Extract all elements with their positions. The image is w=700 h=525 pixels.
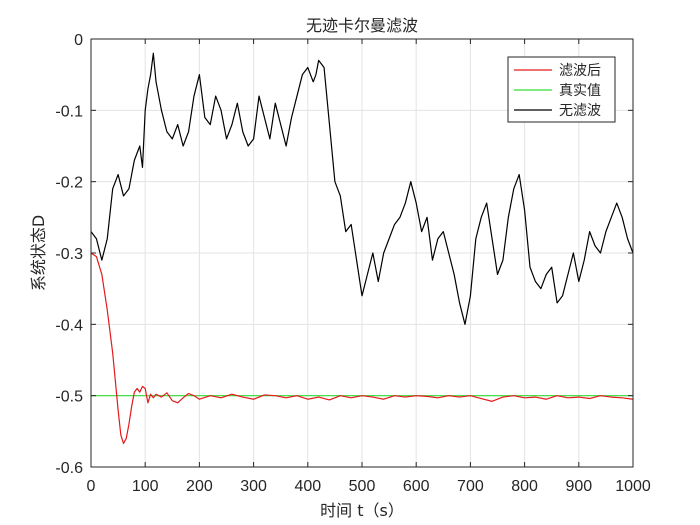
- x-tick-label: 500: [349, 478, 376, 495]
- x-tick-label: 0: [87, 478, 96, 495]
- legend-entry-unfiltered: 无滤波: [559, 103, 601, 119]
- y-tick-label: -0.1: [55, 103, 83, 120]
- legend-entry-true-value: 真实值: [559, 83, 601, 99]
- x-tick-label: 800: [511, 478, 538, 495]
- x-tick-label: 200: [186, 478, 213, 495]
- y-tick-label: -0.4: [55, 317, 83, 334]
- y-axis-label: 系统状态D: [29, 215, 48, 291]
- x-tick-label: 400: [294, 478, 321, 495]
- y-tick-label: -0.2: [55, 175, 83, 192]
- y-tick-label: -0.3: [55, 246, 83, 263]
- x-tick-label: 900: [565, 478, 592, 495]
- series-layer: [90, 52, 634, 445]
- legend-entry-filtered: 滤波后: [559, 63, 601, 79]
- x-tick-label: 700: [457, 478, 484, 495]
- y-tick-label: -0.6: [55, 460, 83, 477]
- tick-labels: 0 100 200 300 400 500 600 700 800 900 1000 0 -0.1 -0.…: [55, 32, 650, 495]
- x-tick-label: 300: [240, 478, 267, 495]
- y-tick-label: 0: [74, 32, 83, 49]
- x-axis-label: 时间 t（s）: [320, 501, 404, 520]
- x-tick-label: 100: [132, 478, 159, 495]
- series-line-unfiltered: [90, 52, 634, 325]
- legend: 滤波后 真实值 无滤波: [507, 56, 616, 123]
- axis-ticks: [90, 38, 634, 468]
- chart-title: 无迹卡尔曼滤波: [306, 16, 418, 35]
- x-tick-label: 600: [403, 478, 430, 495]
- series-line-filtered: [90, 252, 634, 445]
- x-tick-label: 1000: [615, 478, 651, 495]
- y-tick-label: -0.5: [55, 389, 83, 406]
